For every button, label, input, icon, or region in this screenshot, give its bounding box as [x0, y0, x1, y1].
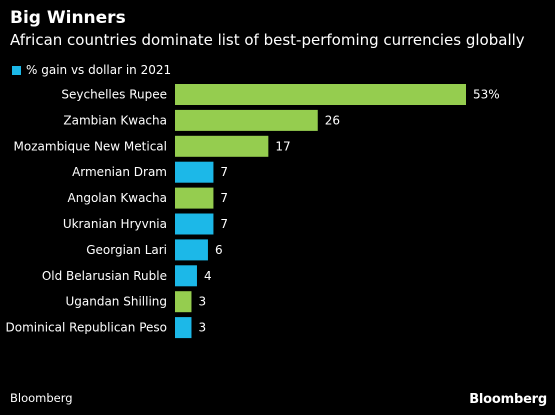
- value-label: 7: [220, 191, 228, 205]
- category-label: Dominical Republican Peso: [6, 321, 168, 335]
- bar: [175, 84, 466, 105]
- source-note: Bloomberg: [10, 391, 73, 405]
- category-label: Ugandan Shilling: [65, 295, 167, 309]
- bar: [175, 161, 214, 183]
- value-label: 53%: [473, 88, 500, 102]
- bar: [175, 317, 192, 339]
- category-label: Seychelles Rupee: [61, 88, 167, 102]
- bar: [175, 291, 192, 313]
- value-label: 26: [325, 113, 340, 127]
- value-label: 7: [220, 165, 228, 179]
- category-label: Georgian Lari: [86, 243, 167, 257]
- chart-subtitle: African countries dominate list of best-…: [10, 31, 525, 49]
- value-label: 7: [220, 217, 228, 231]
- category-label: Angolan Kwacha: [68, 191, 167, 205]
- value-label: 3: [198, 295, 206, 309]
- chart-title: Big Winners: [10, 8, 126, 28]
- legend-swatch: [12, 65, 21, 75]
- category-label: Zambian Kwacha: [63, 113, 167, 127]
- category-label: Old Belarusian Ruble: [42, 269, 167, 283]
- brand-logo: Bloomberg: [469, 392, 547, 407]
- bar: [175, 265, 197, 287]
- value-label: 3: [198, 321, 206, 335]
- legend-label: % gain vs dollar in 2021: [26, 63, 172, 77]
- value-label: 17: [275, 139, 290, 153]
- category-label: Armenian Dram: [72, 165, 167, 179]
- bar: [175, 213, 214, 235]
- bar: [175, 187, 214, 209]
- bar: [175, 109, 318, 131]
- value-label: 4: [204, 269, 212, 283]
- legend: % gain vs dollar in 2021: [12, 63, 171, 77]
- category-label: Ukranian Hryvnia: [63, 217, 167, 231]
- bar: [175, 135, 269, 157]
- category-label: Mozambique New Metical: [14, 139, 167, 153]
- bar: [175, 239, 208, 261]
- value-label: 6: [215, 243, 223, 257]
